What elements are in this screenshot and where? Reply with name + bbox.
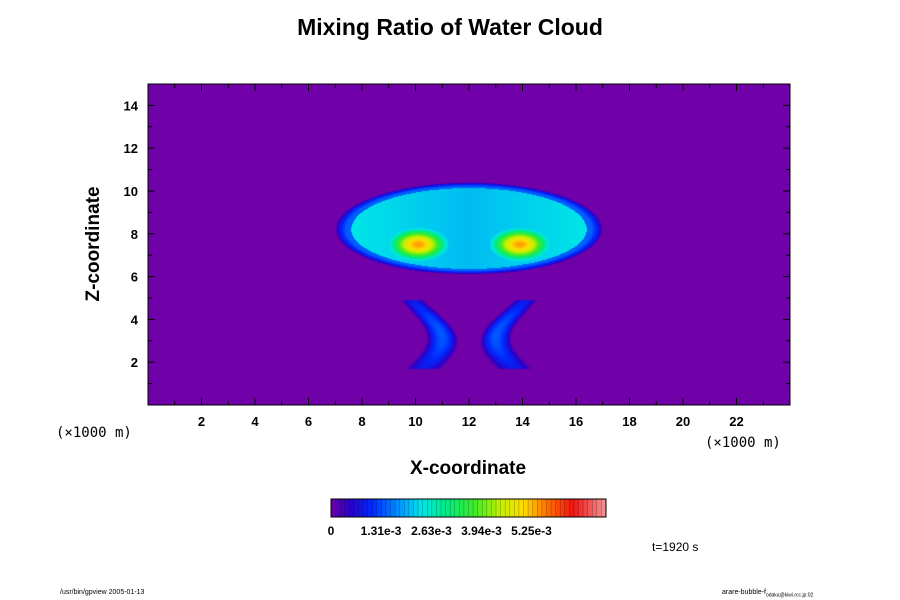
colorbar-swatch xyxy=(427,499,433,517)
colorbar-swatch xyxy=(569,499,575,517)
x-tick-label: 18 xyxy=(622,414,636,429)
x-tick-label: 8 xyxy=(358,414,365,429)
colorbar-swatch xyxy=(459,499,465,517)
x-tick-label: 6 xyxy=(305,414,312,429)
colorbar-swatch xyxy=(473,499,478,517)
x-tick-label: 22 xyxy=(729,414,743,429)
colorbar-swatch xyxy=(578,499,584,517)
colorbar-swatch xyxy=(344,499,350,517)
colorbar-swatch xyxy=(564,499,570,517)
colorbar-swatch xyxy=(528,499,533,517)
footer-left: /usr/bin/gpview 2005-01-13 xyxy=(60,589,145,596)
colorbar-swatch xyxy=(601,499,607,517)
colorbar-swatch xyxy=(436,499,442,517)
x-tick-label: 14 xyxy=(515,414,530,429)
time-label: t=1920 s xyxy=(652,540,699,554)
y-axis-unit: (×1000 m) xyxy=(56,425,132,441)
colorbar-swatch xyxy=(560,499,566,517)
footer-right-main: arare-bubble-f xyxy=(722,589,766,596)
colorbar-swatch xyxy=(367,499,373,517)
colorbar-swatch xyxy=(477,499,483,517)
colorbar-swatch xyxy=(445,499,451,517)
colorbar-swatch xyxy=(335,499,341,517)
y-tick-label: 10 xyxy=(124,184,138,199)
colorbar-swatch xyxy=(546,499,552,517)
footer-right-sub: odaka@kiwi.rcc.jp:02 xyxy=(765,592,814,599)
colorbar-swatch xyxy=(408,499,414,517)
colorbar-swatch xyxy=(583,499,588,517)
y-tick-label: 14 xyxy=(124,98,139,113)
x-axis-unit: (×1000 m) xyxy=(705,435,781,451)
colorbar-swatch xyxy=(596,499,602,517)
colorbar-swatch xyxy=(349,499,355,517)
cloud-field xyxy=(148,84,790,405)
colorbar-swatch xyxy=(454,499,460,517)
colorbar: 0 1.31e-3 2.63e-3 3.94e-3 5.25e-3 xyxy=(328,498,607,538)
colorbar-swatch xyxy=(491,499,497,517)
colorbar-tick-label: 2.63e-3 xyxy=(411,524,452,538)
x-tick-label: 2 xyxy=(198,414,205,429)
y-tick-label: 12 xyxy=(124,141,138,156)
colorbar-swatch xyxy=(532,499,538,517)
colorbar-tick-label: 1.31e-3 xyxy=(361,524,402,538)
colorbar-swatch xyxy=(404,499,410,517)
y-tick-label: 4 xyxy=(131,312,139,327)
colorbar-swatch xyxy=(541,499,547,517)
colorbar-swatch xyxy=(372,499,378,517)
colorbar-swatch xyxy=(358,499,364,517)
colorbar-swatch xyxy=(486,499,492,517)
colorbar-swatch xyxy=(505,499,511,517)
colorbar-swatch xyxy=(573,499,579,517)
x-tick-label: 12 xyxy=(462,414,476,429)
colorbar-swatch xyxy=(381,499,387,517)
colorbar-swatch xyxy=(523,499,529,517)
colorbar-swatch xyxy=(468,499,474,517)
colorbar-swatch xyxy=(482,499,488,517)
colorbar-swatch xyxy=(331,499,336,517)
colorbar-swatch xyxy=(422,499,428,517)
colorbar-swatch xyxy=(413,499,419,517)
colorbar-swatch xyxy=(395,499,401,517)
y-tick-label: 8 xyxy=(131,227,138,242)
colorbar-swatch xyxy=(587,499,593,517)
colorbar-tick-label: 5.25e-3 xyxy=(511,524,552,538)
colorbar-swatch xyxy=(390,499,396,517)
colorbar-swatch xyxy=(592,499,598,517)
colorbar-swatch xyxy=(496,499,501,517)
colorbar-swatch xyxy=(509,499,515,517)
y-axis-label: Z-coordinate xyxy=(83,186,104,302)
colorbar-swatch xyxy=(363,499,368,517)
chart-title: Mixing Ratio of Water Cloud xyxy=(297,14,603,40)
colorbar-swatch xyxy=(431,499,437,517)
y-tick-label: 2 xyxy=(131,355,138,370)
colorbar-tick-label: 0 xyxy=(328,524,335,538)
colorbar-swatch xyxy=(353,499,359,517)
x-tick-label: 10 xyxy=(408,414,422,429)
x-axis-label: X-coordinate xyxy=(409,458,527,479)
colorbar-swatch xyxy=(514,499,520,517)
colorbar-tick-label: 3.94e-3 xyxy=(461,524,502,538)
y-tick-label: 6 xyxy=(131,270,138,285)
colorbar-swatch xyxy=(441,499,446,517)
footer-right: arare-bubble-fodaka@kiwi.rcc.jp:02 xyxy=(722,589,813,598)
colorbar-swatch xyxy=(386,499,391,517)
colorbar-swatch xyxy=(418,499,423,517)
x-tick-label: 20 xyxy=(676,414,690,429)
colorbar-swatch xyxy=(376,499,382,517)
colorbar-swatch xyxy=(518,499,524,517)
colorbar-swatch xyxy=(551,499,556,517)
colorbar-frame xyxy=(330,498,607,518)
colorbar-swatch xyxy=(399,499,405,517)
colorbar-swatch xyxy=(450,499,456,517)
colorbar-swatch xyxy=(463,499,469,517)
colorbar-swatch xyxy=(537,499,543,517)
colorbar-swatch xyxy=(340,499,346,517)
x-tick-label: 4 xyxy=(251,414,259,429)
x-tick-label: 16 xyxy=(569,414,583,429)
colorbar-swatch xyxy=(500,499,506,517)
colorbar-swatch xyxy=(555,499,561,517)
